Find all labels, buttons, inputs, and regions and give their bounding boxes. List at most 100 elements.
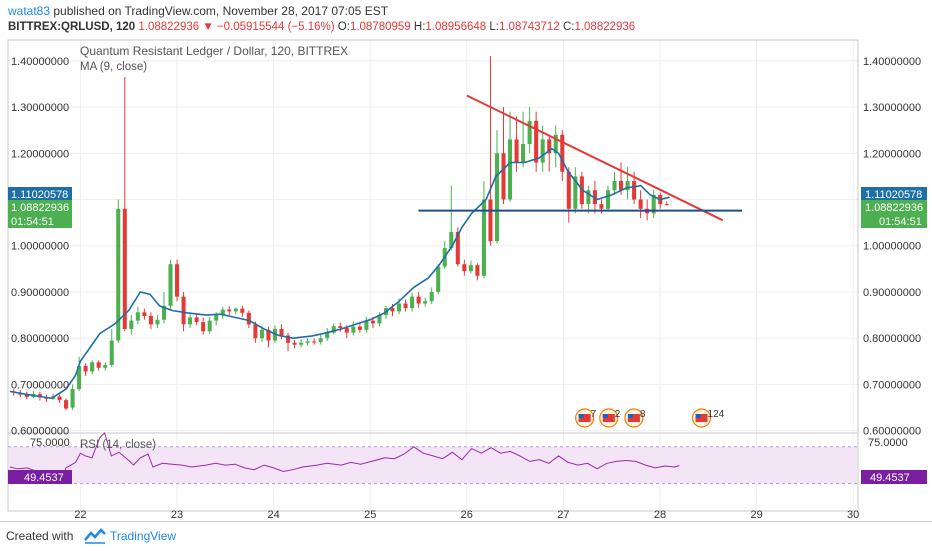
candle-body: [397, 303, 402, 312]
y-tick-label-left: 1.40000000: [11, 56, 69, 68]
candle-body: [475, 265, 480, 276]
candle-body: [96, 362, 101, 368]
chart-title: Quantum Resistant Ledger / Dollar, 120, …: [80, 44, 348, 58]
event-markers[interactable]: 7 2 8 124: [575, 408, 725, 428]
high-value: 1.08956648: [425, 21, 487, 33]
x-tick-label: 28: [654, 509, 666, 521]
candle-body: [586, 190, 591, 205]
tradingview-logo-icon[interactable]: [84, 528, 106, 547]
ohlc-line: BITTREX:QRLUSD, 120 1.08822936 ▼ −0.0591…: [8, 21, 635, 33]
right-countdown: 01:54:51: [879, 216, 922, 228]
candle-body: [109, 340, 114, 366]
candle-body: [547, 139, 552, 154]
candle-body: [534, 120, 539, 163]
y-tick-label-left: 1.20000000: [11, 148, 69, 160]
candle-body: [390, 308, 395, 312]
event-flag-stripes: [602, 414, 615, 422]
x-tick-label: 22: [74, 509, 86, 521]
candles: [11, 56, 669, 411]
candle-body: [135, 312, 140, 321]
right-price-tags: 1.11020578 1.08822936 01:54:51 49.4537: [861, 187, 927, 484]
candle-body: [168, 264, 173, 306]
y-tick-label-left: 0.60000000: [11, 426, 69, 438]
left-price-tags: 1.11020578 1.08822936 01:54:51 49.4537: [8, 187, 72, 484]
descending-trendline[interactable]: [466, 94, 724, 222]
candle-body: [605, 190, 611, 209]
candle-body: [103, 365, 108, 368]
candle-body: [481, 199, 486, 276]
y-tick-label-right: 1.40000000: [863, 56, 921, 68]
candle-body: [305, 341, 310, 343]
candle-body: [423, 301, 428, 304]
down-arrow-icon: ▼: [202, 21, 214, 33]
candle-body: [521, 144, 526, 163]
candle-body: [429, 291, 434, 302]
chart-header: watat83 published on TradingView.com, No…: [0, 0, 932, 40]
y-axis-labels: 0.60000000 0.60000000 0.70000000 0.70000000…: [11, 56, 921, 449]
candle-body: [233, 308, 238, 312]
publish-line: watat83 published on TradingView.com, No…: [8, 4, 388, 18]
open-label: O:: [337, 21, 350, 33]
close-label: C:: [562, 21, 575, 33]
close-value: 1.08822936: [574, 21, 636, 33]
author-link[interactable]: watat83: [8, 4, 51, 18]
candle-body: [24, 394, 29, 397]
candle-body: [351, 326, 356, 333]
candle-body: [664, 204, 669, 206]
candle-body: [175, 264, 180, 297]
candle-body: [142, 312, 147, 317]
candle-body: [462, 264, 467, 272]
candle-body: [494, 153, 500, 242]
candle-body: [201, 322, 206, 332]
x-tick-label: 24: [268, 509, 280, 521]
right-last-value: 1.08822936: [865, 202, 923, 214]
x-tick-label: 23: [171, 509, 183, 521]
high-label: H:: [413, 21, 426, 33]
candle-body: [508, 139, 513, 200]
y-tick-label-left: 0.90000000: [11, 287, 69, 299]
candle-body: [566, 171, 571, 209]
event-flag-canton: [627, 414, 633, 418]
tradingview-link[interactable]: TradingView: [110, 529, 177, 543]
candle-body: [161, 305, 166, 320]
candle-body: [527, 120, 532, 145]
low-label: L:: [489, 21, 499, 33]
candle-body: [403, 303, 408, 309]
rsi-legend: RSI (14, close): [80, 439, 156, 451]
created-with-label: Created with: [6, 529, 74, 543]
candle-body: [560, 134, 565, 172]
candle-body: [416, 296, 421, 304]
candle-body: [188, 317, 193, 325]
ma-line: [9, 147, 670, 400]
candle-body: [240, 308, 245, 313]
right-ma-tag: [861, 187, 927, 201]
candle-body: [129, 320, 134, 329]
event-flag-canton: [578, 414, 584, 418]
candle-body: [325, 332, 330, 339]
candle-body: [638, 199, 643, 209]
event-count-label: 2: [615, 409, 621, 420]
y-tick-label-left: 1.00000000: [11, 241, 69, 253]
y-tick-label-right: 1.00000000: [863, 241, 921, 253]
candle-body: [370, 320, 375, 324]
candle-body: [501, 153, 506, 200]
right-rsi-tag: [861, 470, 927, 484]
symbol-label: BITTREX:QRLUSD, 120: [8, 21, 136, 33]
publish-info: published on TradingView.com, November 2…: [53, 4, 389, 18]
candle-body: [227, 309, 232, 312]
candle-body: [253, 324, 258, 339]
candle-body: [70, 389, 75, 408]
y-tick-label-right: 0.70000000: [863, 379, 921, 391]
candle-body: [488, 199, 493, 242]
candle-body: [331, 326, 336, 333]
candle-body: [194, 317, 199, 323]
event-flag-canton: [602, 414, 608, 418]
candle-body: [155, 319, 160, 325]
candle-body: [279, 328, 284, 336]
event-count-label: 8: [640, 409, 646, 420]
left-rsi-value: 49.4537: [24, 472, 64, 484]
candle-body: [286, 335, 291, 343]
candle-body: [318, 338, 323, 342]
candle-body: [272, 328, 278, 341]
